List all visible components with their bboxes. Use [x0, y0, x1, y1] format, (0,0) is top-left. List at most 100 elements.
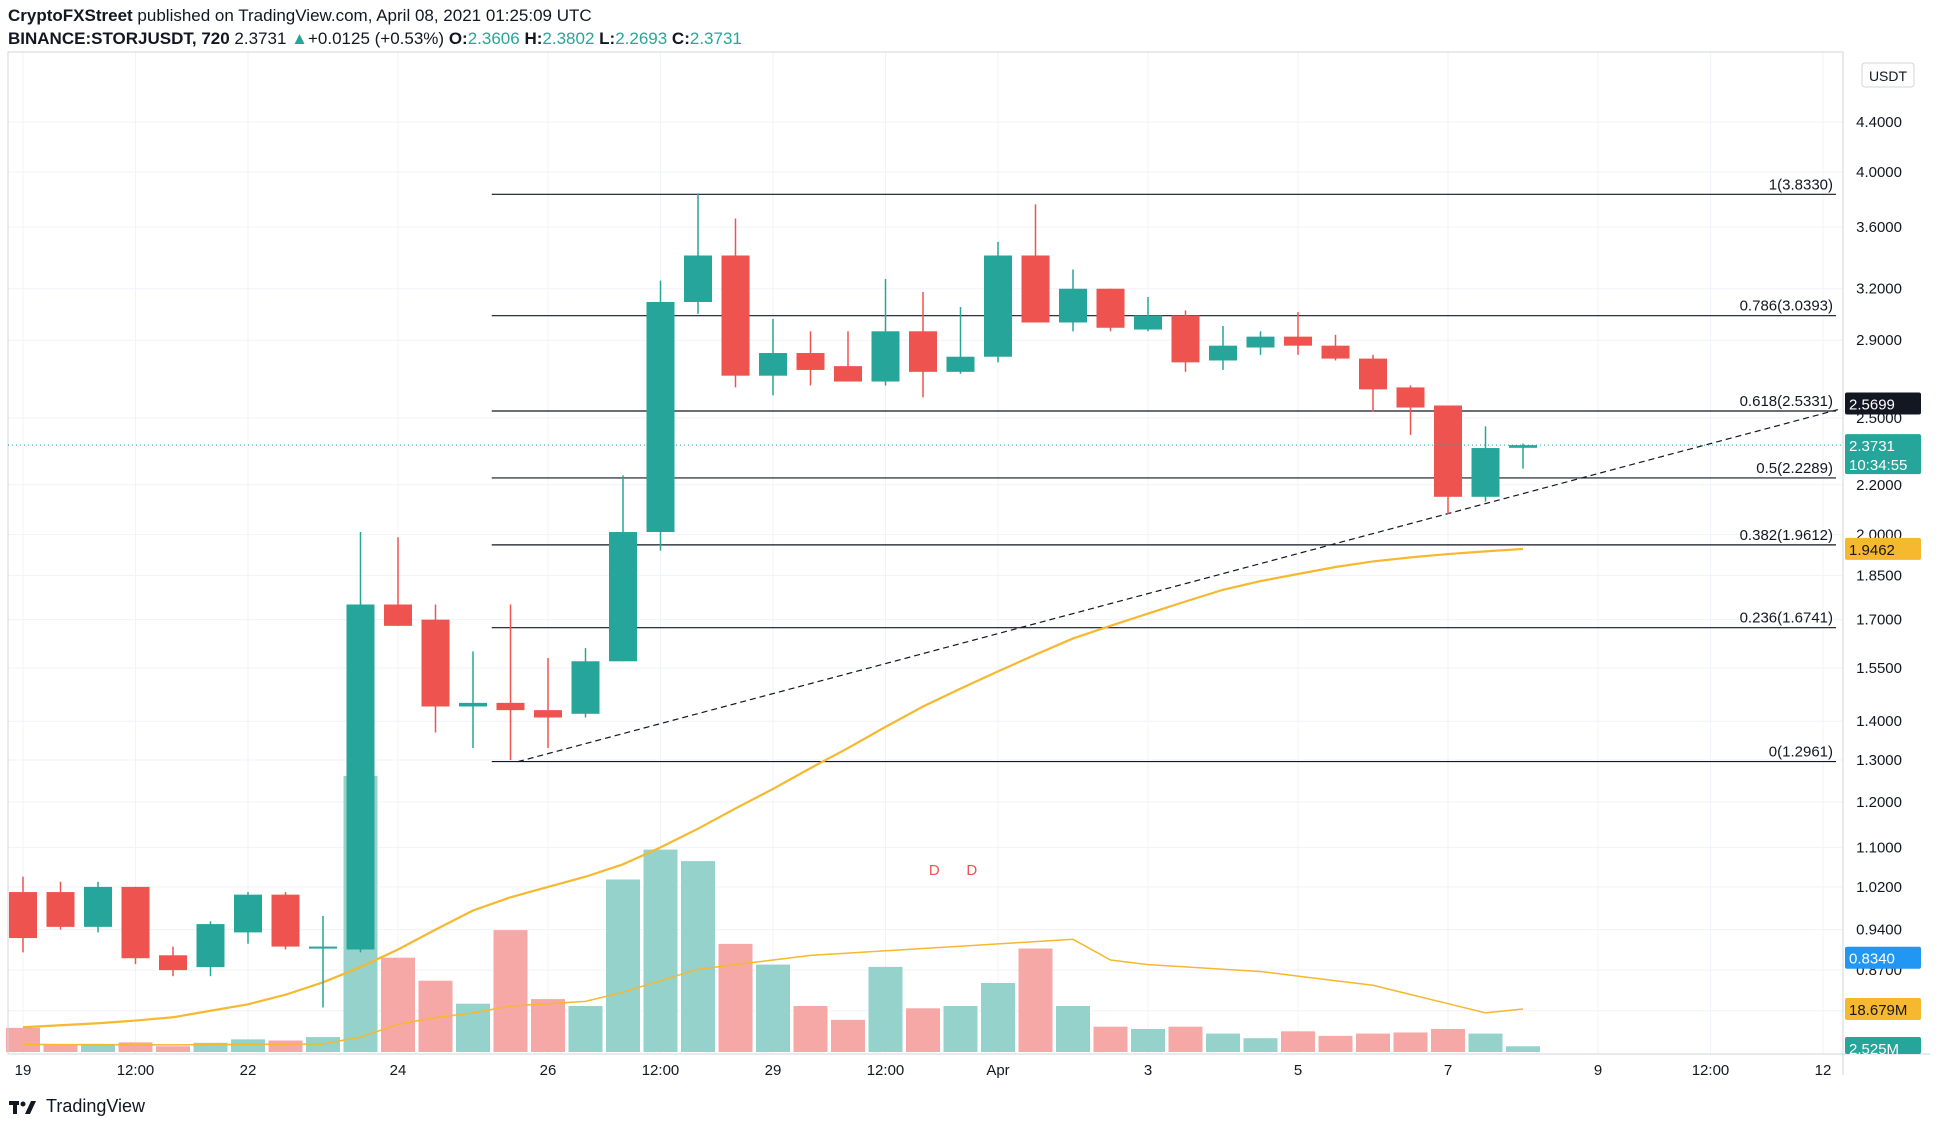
- volume-bar: [1056, 1006, 1090, 1052]
- sma-badge-box: [1845, 537, 1921, 560]
- volume-bar: [1018, 948, 1053, 1052]
- price-tick-label: 1.1000: [1856, 839, 1902, 856]
- fib-level-label: 0.618(2.5331): [1740, 393, 1833, 410]
- last-price: 2.3731: [234, 29, 287, 48]
- time-tick-label: 9: [1594, 1062, 1602, 1079]
- volume-bar: [793, 1006, 828, 1052]
- volume-bar: [231, 1039, 265, 1052]
- candle-body-up: [1246, 336, 1275, 348]
- candle-body-down: [46, 892, 75, 927]
- candle-body-down: [834, 366, 862, 382]
- volume-bar: [81, 1043, 115, 1052]
- candle-body-down: [1434, 405, 1462, 497]
- candle-body-down: [721, 255, 750, 376]
- price-tick-label: 1.4000: [1856, 713, 1902, 730]
- ohlc-line: BINANCE:STORJUSDT, 720 2.3731 ▲+0.0125 (…: [8, 27, 742, 50]
- last-price-badge-text: 2.3731: [1849, 438, 1895, 455]
- published-text: published on TradingView.com, April 08, …: [137, 6, 592, 25]
- fib-level-label: 0.382(1.9612): [1740, 527, 1833, 544]
- volume-bar: [268, 1040, 303, 1052]
- candle-body-down: [1359, 358, 1387, 390]
- candle-body-up: [234, 894, 262, 933]
- fib-level-label: 0.236(1.6741): [1740, 610, 1833, 627]
- candle-body-up: [646, 301, 675, 533]
- time-tick-label: 24: [390, 1062, 407, 1079]
- candle-body-down: [1021, 255, 1050, 323]
- candle-body-down: [271, 894, 300, 947]
- volume-bar: [981, 983, 1015, 1052]
- time-tick-label: 5: [1294, 1062, 1302, 1079]
- volume-last-badge-box: [1845, 1037, 1921, 1054]
- volume-sma-badge-text: 18.679M: [1849, 1002, 1907, 1019]
- price-badges: 2.5699 2.3731 10:34:55 1.9462 0.8340 18.679M 2…: [8, 392, 1921, 1058]
- candlesticks: [9, 193, 1537, 1008]
- symbol-label: BINANCE:STORJUSDT, 720: [8, 29, 230, 48]
- dividend-marker: D: [929, 862, 940, 879]
- volume-bar: [1206, 1033, 1240, 1052]
- time-tick-label: 3: [1144, 1062, 1152, 1079]
- price-tick-label: 4.0000: [1856, 164, 1902, 181]
- publisher-name[interactable]: CryptoFXStreet: [8, 6, 133, 25]
- candle-body-up: [1509, 445, 1537, 448]
- open-label: O:: [448, 29, 468, 48]
- volume-bar: [6, 1027, 40, 1052]
- price-chart[interactable]: 1(3.8330) 0.786(3.0393) 0.618(2.5331) 0.5(2…: [0, 0, 1938, 1090]
- candle-body-down: [421, 619, 450, 707]
- price-tick-label: 2.2000: [1856, 477, 1902, 494]
- candle-body-up: [946, 356, 975, 372]
- close-label: C:: [671, 29, 690, 48]
- candle-body-down: [909, 331, 937, 372]
- price-sma-line: [22, 547, 1524, 1029]
- chart-frame: [7, 51, 1930, 1075]
- price-moving-average: [22, 547, 1524, 1029]
- volume-bar: [943, 1006, 978, 1052]
- volume-bar: [456, 1003, 490, 1052]
- price-tick-label: 1.3000: [1856, 752, 1902, 769]
- volume-bar: [1318, 1035, 1353, 1052]
- price-tick-label: 0.9400: [1856, 922, 1902, 939]
- tradingview-logo-icon[interactable]: [8, 1097, 38, 1117]
- volume-bar: [1131, 1029, 1165, 1052]
- time-tick-label: 19: [15, 1062, 32, 1079]
- low-label: L:: [599, 29, 616, 48]
- volume-bar: [681, 861, 715, 1052]
- price-tick-label: 4.4000: [1856, 114, 1902, 131]
- volume-bar: [568, 1006, 603, 1052]
- price-tick-label: 1.2000: [1856, 794, 1902, 811]
- volume-value-badge-text: 0.8340: [1849, 951, 1895, 968]
- candle-body-up: [1209, 345, 1237, 361]
- high-label: H:: [524, 29, 543, 48]
- volume-bar: [531, 999, 565, 1052]
- volume-bar: [43, 1045, 78, 1052]
- candle-body-down: [384, 604, 412, 626]
- price-tick-label: 2.9000: [1856, 332, 1902, 349]
- volume-bar: [1431, 1029, 1465, 1052]
- candle-body-down: [534, 710, 562, 718]
- currency-label: USDT: [1869, 68, 1908, 84]
- candle-body-up: [1134, 315, 1162, 330]
- volume-bar: [756, 964, 790, 1052]
- candle-body-down: [121, 886, 150, 959]
- price-tick-label: 1.8500: [1856, 567, 1902, 584]
- candle-body-down: [9, 892, 37, 939]
- time-tick-label: Apr: [986, 1062, 1009, 1079]
- candle-body-up: [196, 924, 225, 968]
- price-tick-label: 3.6000: [1856, 219, 1902, 236]
- volume-bar: [1281, 1031, 1315, 1052]
- volume-bar: [718, 943, 753, 1052]
- candle-body-up: [684, 255, 712, 302]
- volume-bars: [6, 776, 1540, 1052]
- footer: TradingView: [8, 1096, 145, 1117]
- trendline: [517, 409, 1839, 763]
- candle-body-up: [309, 946, 337, 949]
- candle-body-down: [1284, 336, 1312, 346]
- candle-body-down: [796, 353, 825, 370]
- candle-body-up: [1471, 448, 1500, 497]
- time-tick-label: 12:00: [867, 1062, 905, 1079]
- volume-last-badge-text: 2.525M: [1849, 1041, 1899, 1058]
- tradingview-brand[interactable]: TradingView: [46, 1096, 146, 1116]
- volume-bar: [381, 957, 415, 1052]
- time-tick-label: 26: [540, 1062, 557, 1079]
- volume-bar: [606, 879, 640, 1052]
- candle-body-up: [571, 661, 600, 714]
